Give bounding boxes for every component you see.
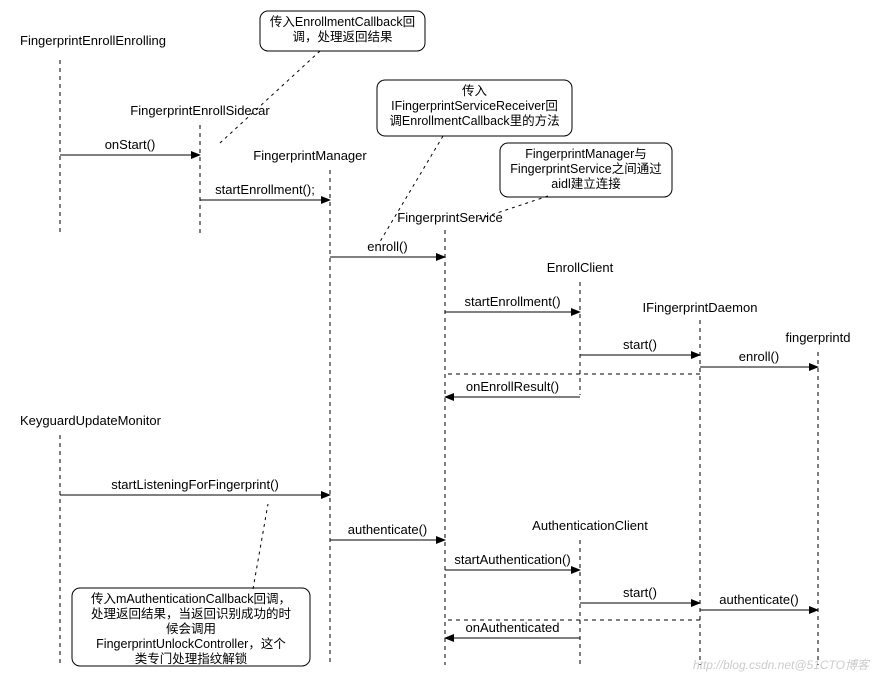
note-text: IFingerprintServiceReceiver回 xyxy=(391,99,558,113)
note-text: FingerprintManager与 xyxy=(525,147,647,161)
note-connector xyxy=(253,504,268,589)
message-label: onAuthenticated xyxy=(466,620,560,635)
participant-label-KUM: KeyguardUpdateMonitor xyxy=(20,413,162,428)
note-text: 类专门处理指纹解锁 xyxy=(135,651,248,666)
message-label: enroll() xyxy=(367,239,407,254)
message-label: start() xyxy=(623,337,657,352)
note-text: FingerprintUnlockController，这个 xyxy=(96,636,286,651)
note-connector xyxy=(378,136,443,245)
message-label: authenticate() xyxy=(348,522,428,537)
note-connector xyxy=(220,51,320,143)
note-text: FingerprintService之间通过 xyxy=(510,162,662,176)
participant-label-FPD: fingerprintd xyxy=(785,330,850,345)
message-label: onEnrollResult() xyxy=(466,379,559,394)
note-text: 候会调用 xyxy=(166,622,216,636)
participant-label-IFD: IFingerprintDaemon xyxy=(643,300,758,315)
message-label: startListeningForFingerprint() xyxy=(111,477,279,492)
note-text: aidl建立连接 xyxy=(551,176,621,191)
participant-label-FM: FingerprintManager xyxy=(253,148,367,163)
note-text: 调，处理返回结果 xyxy=(292,30,393,44)
note-connector xyxy=(476,196,548,220)
diagram-svg: FingerprintEnrollEnrolling FingerprintEnr… xyxy=(0,0,879,677)
message-label: enroll() xyxy=(739,349,779,364)
note-text: 传入mAuthenticationCallback回调， xyxy=(91,591,291,606)
message-label: onStart() xyxy=(105,137,156,152)
participant-label-AC: AuthenticationClient xyxy=(532,518,648,533)
sequence-diagram: FingerprintEnrollEnrolling FingerprintEnr… xyxy=(0,0,879,677)
participant-label-FS: FingerprintService xyxy=(397,210,503,225)
message-label: startEnrollment(); xyxy=(215,182,315,197)
participant-label-FES: FingerprintEnrollSidecar xyxy=(130,103,270,118)
message-label: authenticate() xyxy=(719,592,799,607)
note-text: 调EnrollmentCallback里的方法 xyxy=(389,113,559,128)
message-label: startEnrollment() xyxy=(464,294,560,309)
participant-label-FEE: FingerprintEnrollEnrolling xyxy=(20,33,166,48)
watermark-text: http://blog.csdn.net@51CTO博客 xyxy=(693,656,869,673)
note-text: 传入 xyxy=(462,83,488,98)
note-text: 传入EnrollmentCallback回 xyxy=(270,14,415,29)
message-label: startAuthentication() xyxy=(454,552,570,567)
participant-label-EC: EnrollClient xyxy=(547,260,614,275)
note-text: 处理返回结果，当返回识别成功的时 xyxy=(91,606,292,621)
message-label: start() xyxy=(623,585,657,600)
